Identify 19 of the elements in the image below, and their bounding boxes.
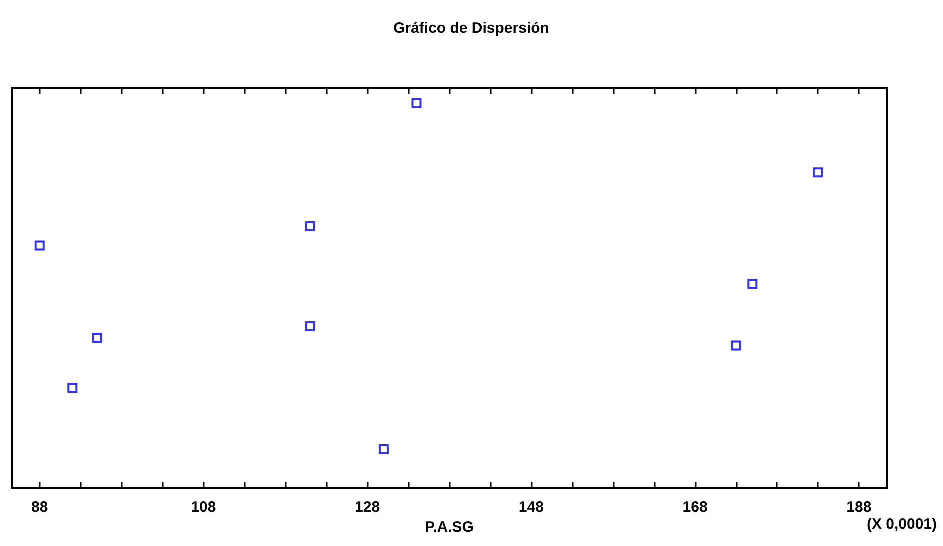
x-tick-label: 148: [518, 499, 544, 516]
x-tick-label: 88: [32, 499, 48, 516]
point: [34, 240, 45, 251]
point: [92, 333, 102, 343]
point: [305, 221, 316, 232]
point: [305, 321, 316, 332]
point: [68, 383, 78, 393]
point: [412, 98, 422, 108]
x-tick-label: 188: [846, 499, 872, 516]
x-tick-label: 168: [682, 499, 708, 516]
point: [748, 279, 758, 290]
x-tick-label: 128: [355, 499, 380, 516]
point: [813, 168, 824, 178]
x-tick-label: 108: [191, 499, 216, 516]
x-axis-title: P.A.SG: [425, 519, 474, 536]
chart-title: Gráfico de Dispersión: [394, 20, 550, 37]
text: (X 0,0001): [866, 516, 938, 533]
point: [731, 340, 742, 351]
point: [378, 444, 389, 455]
